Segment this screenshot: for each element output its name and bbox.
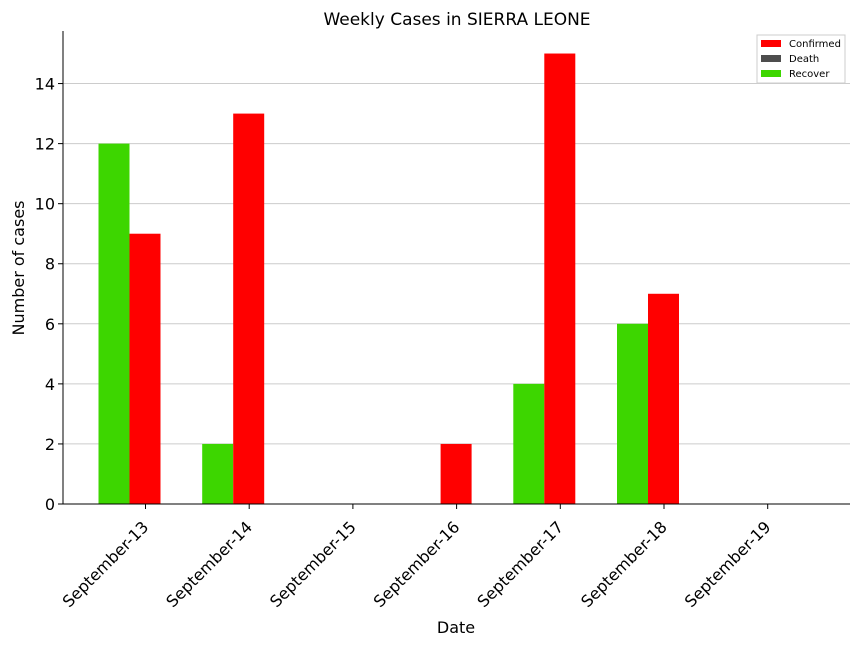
bar-recover (513, 383, 545, 504)
bars (98, 53, 679, 505)
x-tick-label: September-13 (59, 517, 153, 611)
bar-confirmed (440, 443, 472, 504)
x-tick-label: September-14 (162, 517, 256, 611)
bar-recover (98, 143, 130, 504)
legend-label: Recover (789, 69, 830, 80)
legend-label: Death (789, 54, 819, 65)
x-ticks: September-13 September-14 September-15 Sept… (59, 504, 775, 611)
bar-confirmed (648, 293, 679, 504)
legend-swatch (761, 40, 781, 47)
bar-confirmed (129, 233, 161, 504)
x-tick-label: September-16 (370, 517, 464, 611)
x-tick-label: September-15 (266, 517, 360, 611)
x-tick-label: September-18 (577, 517, 671, 611)
gridlines (63, 83, 850, 445)
x-tick-label: September-19 (681, 517, 775, 611)
bar-confirmed (233, 113, 265, 504)
bar-recover (202, 443, 234, 504)
legend: Confirmed Death Recover (756, 34, 846, 84)
y-ticks: 0 2 4 6 8 10 12 14 (35, 75, 63, 514)
y-tick-label: 12 (35, 135, 55, 154)
y-tick-label: 6 (45, 315, 55, 334)
x-tick-label: September-17 (473, 517, 567, 611)
legend-swatch (761, 55, 781, 62)
y-axis-label: Number of cases (9, 201, 28, 336)
y-tick-label: 14 (35, 75, 55, 94)
y-tick-label: 10 (35, 195, 55, 214)
legend-swatch (761, 70, 781, 77)
chart-title: Weekly Cases in SIERRA LEONE (323, 10, 590, 30)
axes (62, 31, 850, 505)
legend-label: Confirmed (789, 39, 841, 50)
y-tick-label: 8 (45, 255, 55, 274)
x-axis-label: Date (437, 618, 475, 637)
y-tick-label: 0 (45, 495, 55, 514)
bar-confirmed (544, 53, 576, 505)
bar-recover (617, 323, 648, 504)
y-tick-label: 2 (45, 435, 55, 454)
y-tick-label: 4 (45, 375, 55, 394)
